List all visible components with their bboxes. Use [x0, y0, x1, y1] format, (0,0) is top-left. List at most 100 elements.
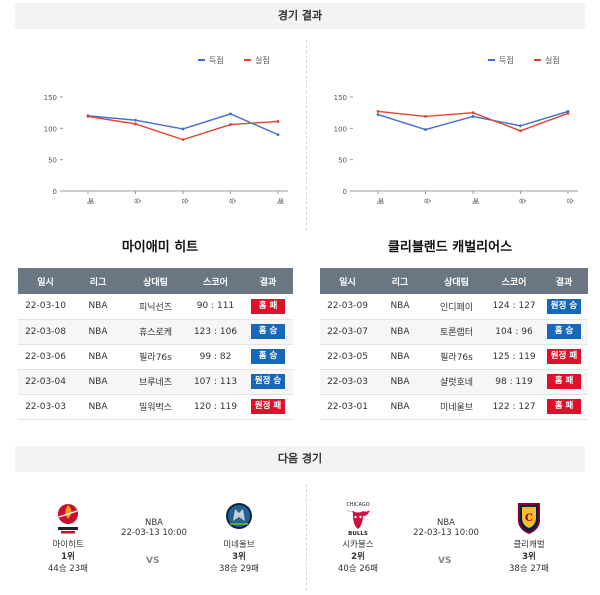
col-header-score: 스코어 [188, 268, 243, 294]
cell-result: 원정 패 [243, 394, 293, 420]
data-point [229, 123, 232, 126]
cell-opponent: 밀워벅스 [123, 394, 188, 420]
result-badge: 원정 승 [547, 298, 581, 314]
svg-text:C: C [525, 513, 533, 524]
cell-opponent: 필라76s [123, 344, 188, 370]
cell-result: 홈 승 [243, 344, 293, 370]
legend-label: 실점 [545, 55, 560, 65]
next-home-team-1[interactable]: 마이히트 1위 44승 23패 [33, 500, 103, 574]
table-row: 22-03-03 NBA 샬럿호네 98 : 119 홈 패 [320, 369, 588, 395]
cell-result: 홈 패 [243, 294, 293, 320]
cell-date: 22-03-09 [320, 294, 375, 320]
x-tick-label: 패 [471, 198, 480, 204]
data-point [424, 128, 427, 131]
series-line-score [87, 113, 279, 136]
cell-date: 22-03-10 [18, 294, 73, 320]
cell-score: 125 : 119 [488, 344, 540, 370]
results-table-heat: 일시 리그 상대팀 스코어 결과 22-03-10 NBA 피닉선즈 90 : 111… [18, 268, 293, 420]
data-point [376, 110, 380, 113]
cell-league: NBA [73, 369, 123, 395]
data-point [134, 118, 137, 122]
x-tick-label: 승 [519, 198, 527, 205]
team-record: 38승 29패 [219, 564, 259, 574]
cavaliers-logo-icon: C [518, 503, 540, 534]
y-tick-label: 50 [338, 157, 347, 165]
data-point [519, 129, 522, 133]
x-tick-label: 승 [134, 198, 142, 205]
next-away-team-2[interactable]: C 클리캐벌 3위 38승 27패 [494, 500, 564, 574]
result-badge: 원정 패 [547, 349, 581, 364]
data-point [276, 120, 280, 123]
team-rank: 1위 [61, 552, 75, 562]
cell-result: 원정 승 [540, 294, 588, 320]
data-point [229, 112, 232, 116]
table-row: 22-03-09 NBA 인디페이 124 : 127 원정 승 [320, 294, 588, 320]
col-header-date: 일시 [320, 268, 375, 294]
team-record: 38승 27패 [509, 564, 549, 574]
section-divider-2 [306, 484, 307, 590]
data-point [519, 124, 522, 128]
next-game-info-2: NBA 22-03-13 10:00 [401, 518, 491, 538]
cell-score: 124 : 127 [488, 294, 540, 320]
cell-score: 90 : 111 [188, 294, 243, 320]
section-divider [306, 40, 307, 230]
cell-result: 홈 패 [540, 394, 588, 420]
result-badge: 홈 패 [547, 374, 581, 389]
y-tick-label: 150 [334, 94, 347, 102]
data-point [181, 138, 185, 142]
legend-label: 실점 [255, 55, 270, 65]
cell-opponent: 미네울브 [425, 394, 488, 420]
y-tick-label: 0 [343, 188, 347, 196]
next-away-team-1[interactable]: 미네울브 3위 38승 29패 [204, 500, 274, 574]
x-tick-label: 패 [86, 198, 95, 204]
next-home-team-2[interactable]: CHICAGO BULLS 시카불스 2위 40승 26패 [323, 500, 393, 574]
cell-result: 원정 패 [540, 344, 588, 370]
cell-date: 22-03-05 [320, 344, 375, 370]
team-rank: 3위 [232, 552, 246, 562]
series-line-conceded [377, 110, 569, 132]
team-name: 마이히트 [52, 540, 84, 550]
team-rank: 2위 [351, 552, 365, 562]
cell-result: 홈 승 [243, 319, 293, 345]
cell-opponent: 필라76s [425, 344, 488, 370]
cell-score: 107 : 113 [188, 369, 243, 395]
result-badge: 원정 승 [251, 374, 285, 389]
col-header-league: 리그 [375, 268, 425, 294]
cell-score: 104 : 96 [488, 319, 540, 345]
cell-date: 22-03-07 [320, 319, 375, 345]
col-header-score: 스코어 [488, 268, 540, 294]
cell-score: 122 : 127 [488, 394, 540, 420]
result-badge: 원정 패 [251, 399, 285, 414]
legend-label: 득점 [499, 55, 514, 65]
cell-league: NBA [73, 344, 123, 370]
cell-league: NBA [73, 319, 123, 345]
data-point [471, 111, 475, 115]
table-row: 22-03-01 NBA 미네울브 122 : 127 홈 패 [320, 394, 588, 420]
table-row: 22-03-06 NBA 필라76s 99 : 82 홈 승 [18, 344, 293, 370]
data-point [276, 133, 280, 136]
col-header-date: 일시 [18, 268, 73, 294]
table-header-row: 일시 리그 상대팀 스코어 결과 [18, 268, 293, 294]
game-datetime: 22-03-13 10:00 [121, 528, 187, 538]
table-row: 22-03-03 NBA 밀워벅스 120 : 119 원정 패 [18, 394, 293, 420]
game-league: NBA [144, 518, 163, 528]
table-row: 22-03-08 NBA 휴스로케 123 : 106 홈 승 [18, 319, 293, 345]
data-point [86, 115, 90, 118]
col-header-league: 리그 [73, 268, 123, 294]
cell-opponent: 휴스로케 [123, 319, 188, 345]
team-record: 40승 26패 [338, 564, 378, 574]
data-point [566, 111, 570, 115]
data-point [134, 122, 137, 126]
cell-result: 홈 승 [540, 319, 588, 345]
timberwolves-logo-icon [226, 503, 252, 529]
result-badge: 홈 승 [251, 349, 285, 364]
cell-league: NBA [375, 344, 425, 370]
legend-label: 득점 [209, 55, 224, 65]
team-name: 클리캐벌 [513, 540, 545, 550]
cell-result: 원정 승 [243, 369, 293, 395]
cell-date: 22-03-01 [320, 394, 375, 420]
col-header-opponent: 상대팀 [425, 268, 488, 294]
cell-league: NBA [375, 294, 425, 320]
cell-date: 22-03-08 [18, 319, 73, 345]
table-row: 22-03-07 NBA 토론랩터 104 : 96 홈 승 [320, 319, 588, 345]
